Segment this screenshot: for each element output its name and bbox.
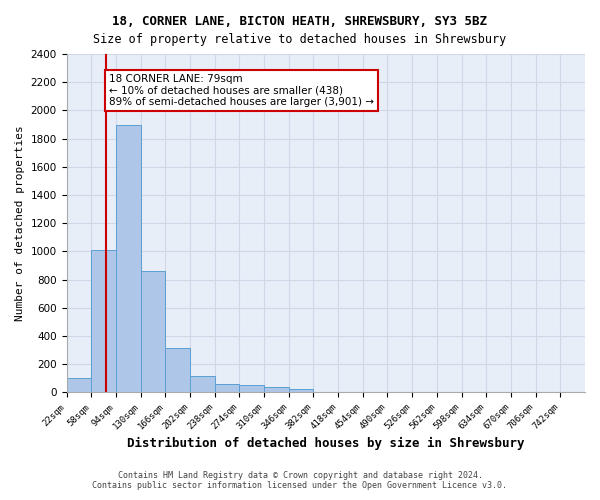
Text: 18 CORNER LANE: 79sqm
← 10% of detached houses are smaller (438)
89% of semi-det: 18 CORNER LANE: 79sqm ← 10% of detached … [109,74,374,107]
Text: Size of property relative to detached houses in Shrewsbury: Size of property relative to detached ho… [94,32,506,46]
Text: 18, CORNER LANE, BICTON HEATH, SHREWSBURY, SY3 5BZ: 18, CORNER LANE, BICTON HEATH, SHREWSBUR… [113,15,487,28]
Bar [165,348,190,393]
X-axis label: Distribution of detached houses by size in Shrewsbury: Distribution of detached houses by size … [127,437,524,450]
Bar [264,387,289,392]
Y-axis label: Number of detached properties: Number of detached properties [15,126,25,321]
Bar [190,376,215,392]
Text: Contains HM Land Registry data © Crown copyright and database right 2024.
Contai: Contains HM Land Registry data © Crown c… [92,470,508,490]
Bar [116,124,140,392]
Bar [91,250,116,392]
Bar [289,389,313,392]
Bar [215,384,239,392]
Bar [140,271,165,392]
Bar [239,386,264,392]
Bar [67,378,91,392]
